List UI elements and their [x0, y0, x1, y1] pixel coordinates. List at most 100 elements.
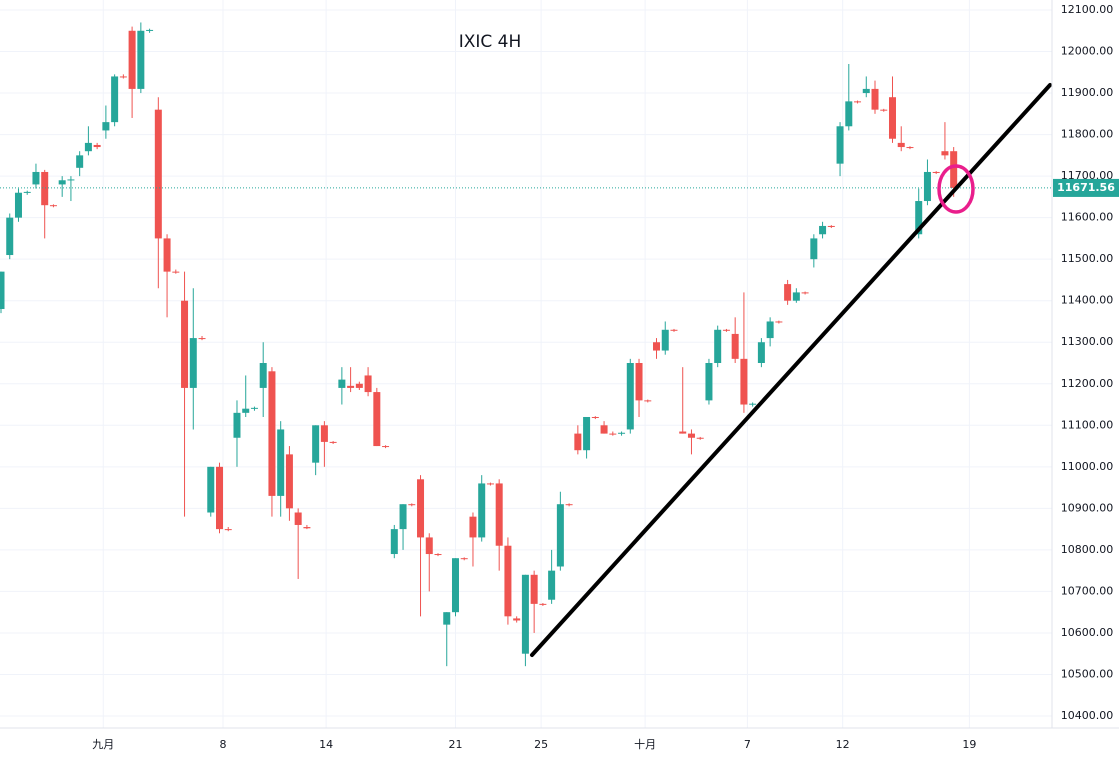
- candle-body: [32, 171, 40, 185]
- candle-body: [189, 338, 197, 388]
- candle-body: [923, 171, 931, 202]
- x-tick-label: 九月: [92, 738, 114, 751]
- candle-body: [810, 238, 818, 260]
- y-tick-label: 10800.00: [1061, 543, 1114, 556]
- candle-body: [242, 408, 250, 413]
- candle-body: [425, 537, 433, 555]
- candle-body: [23, 191, 31, 193]
- y-tick-label: 10700.00: [1061, 584, 1114, 597]
- candle-body: [355, 383, 363, 388]
- x-tick-label: 8: [219, 738, 226, 751]
- candle-body: [897, 142, 905, 148]
- candle-body: [294, 512, 302, 525]
- y-tick-label: 11400.00: [1061, 294, 1114, 307]
- candle-body: [950, 151, 958, 188]
- candle-body: [670, 329, 678, 331]
- candle-body: [181, 300, 189, 388]
- candle-body: [41, 171, 49, 206]
- candle-body: [609, 433, 617, 435]
- x-tick-label: 7: [744, 738, 751, 751]
- candle-body: [644, 400, 652, 402]
- y-tick-label: 11200.00: [1061, 377, 1114, 390]
- y-tick-label: 11700.00: [1061, 169, 1114, 182]
- candle-body: [434, 554, 442, 556]
- candle-body: [600, 425, 608, 434]
- candle-body: [84, 142, 92, 152]
- candle-body: [399, 504, 407, 530]
- candle-body: [574, 433, 582, 451]
- candle-body: [740, 358, 748, 405]
- candle-body: [6, 217, 14, 256]
- candle-body: [635, 363, 643, 401]
- candle-body: [530, 574, 538, 604]
- candle-body: [443, 612, 451, 625]
- candle-body: [486, 483, 494, 485]
- candle-body: [845, 101, 853, 127]
- candle-body: [626, 363, 634, 430]
- candle-body: [836, 126, 844, 164]
- y-tick-label: 11900.00: [1061, 86, 1114, 99]
- y-tick-label: 10400.00: [1061, 709, 1114, 722]
- y-tick-label: 11300.00: [1061, 335, 1114, 348]
- y-tick-label: 11500.00: [1061, 252, 1114, 265]
- candle-body: [731, 333, 739, 359]
- candle-body: [119, 76, 127, 78]
- candle-body: [880, 109, 888, 111]
- candle-body: [49, 205, 57, 207]
- candle-body: [827, 225, 835, 227]
- candle-body: [111, 76, 119, 123]
- chart-title: IXIC 4H: [459, 32, 522, 52]
- candle-body: [504, 545, 512, 617]
- candle-body: [618, 432, 626, 434]
- candle-body: [749, 403, 757, 405]
- candle-body: [285, 454, 293, 509]
- y-tick-label: 12100.00: [1061, 3, 1114, 16]
- candle-body: [784, 284, 792, 301]
- candle-body: [696, 437, 704, 439]
- last-price-tag: [1053, 178, 1119, 197]
- candle-body: [146, 29, 154, 31]
- candle-body: [792, 292, 800, 301]
- x-tick-label: 12: [836, 738, 850, 751]
- candle-body: [224, 529, 232, 531]
- candle-body: [556, 504, 564, 567]
- candle-body: [347, 385, 355, 388]
- candle-body: [233, 412, 241, 438]
- candle-body: [819, 225, 827, 235]
- y-tick-label: 12000.00: [1061, 45, 1114, 58]
- trend-line: [530, 83, 1052, 657]
- y-tick-label: 10500.00: [1061, 667, 1114, 680]
- candle-body: [653, 342, 661, 351]
- candle-body: [565, 504, 573, 506]
- y-tick-label: 11000.00: [1061, 460, 1114, 473]
- candle-body: [687, 433, 695, 438]
- candle-body: [329, 441, 337, 443]
- candle-body: [93, 144, 101, 148]
- candle-body: [661, 329, 669, 351]
- candle-body: [495, 483, 503, 546]
- candle-body: [128, 30, 136, 89]
- candle-body: [775, 321, 783, 323]
- candle-body: [451, 558, 459, 613]
- candle-body: [172, 271, 180, 273]
- x-tick-label: 25: [534, 738, 548, 751]
- candle-body: [932, 171, 940, 173]
- candle-body: [591, 416, 599, 418]
- x-tick-label: 14: [319, 738, 333, 751]
- candle-body: [382, 446, 390, 448]
- candle-body: [801, 292, 809, 294]
- candle-body: [198, 338, 206, 340]
- y-tick-label: 10900.00: [1061, 501, 1114, 514]
- candle-body: [766, 321, 774, 339]
- y-tick-label: 11100.00: [1061, 418, 1114, 431]
- candle-body: [14, 192, 22, 218]
- candle-body: [76, 155, 84, 168]
- candle-body: [513, 618, 521, 621]
- candle-body: [0, 271, 5, 310]
- candle-body: [705, 363, 713, 401]
- candle-body: [259, 363, 267, 388]
- candle-body: [417, 479, 425, 538]
- candle-body: [137, 30, 145, 89]
- candle-body: [469, 516, 477, 538]
